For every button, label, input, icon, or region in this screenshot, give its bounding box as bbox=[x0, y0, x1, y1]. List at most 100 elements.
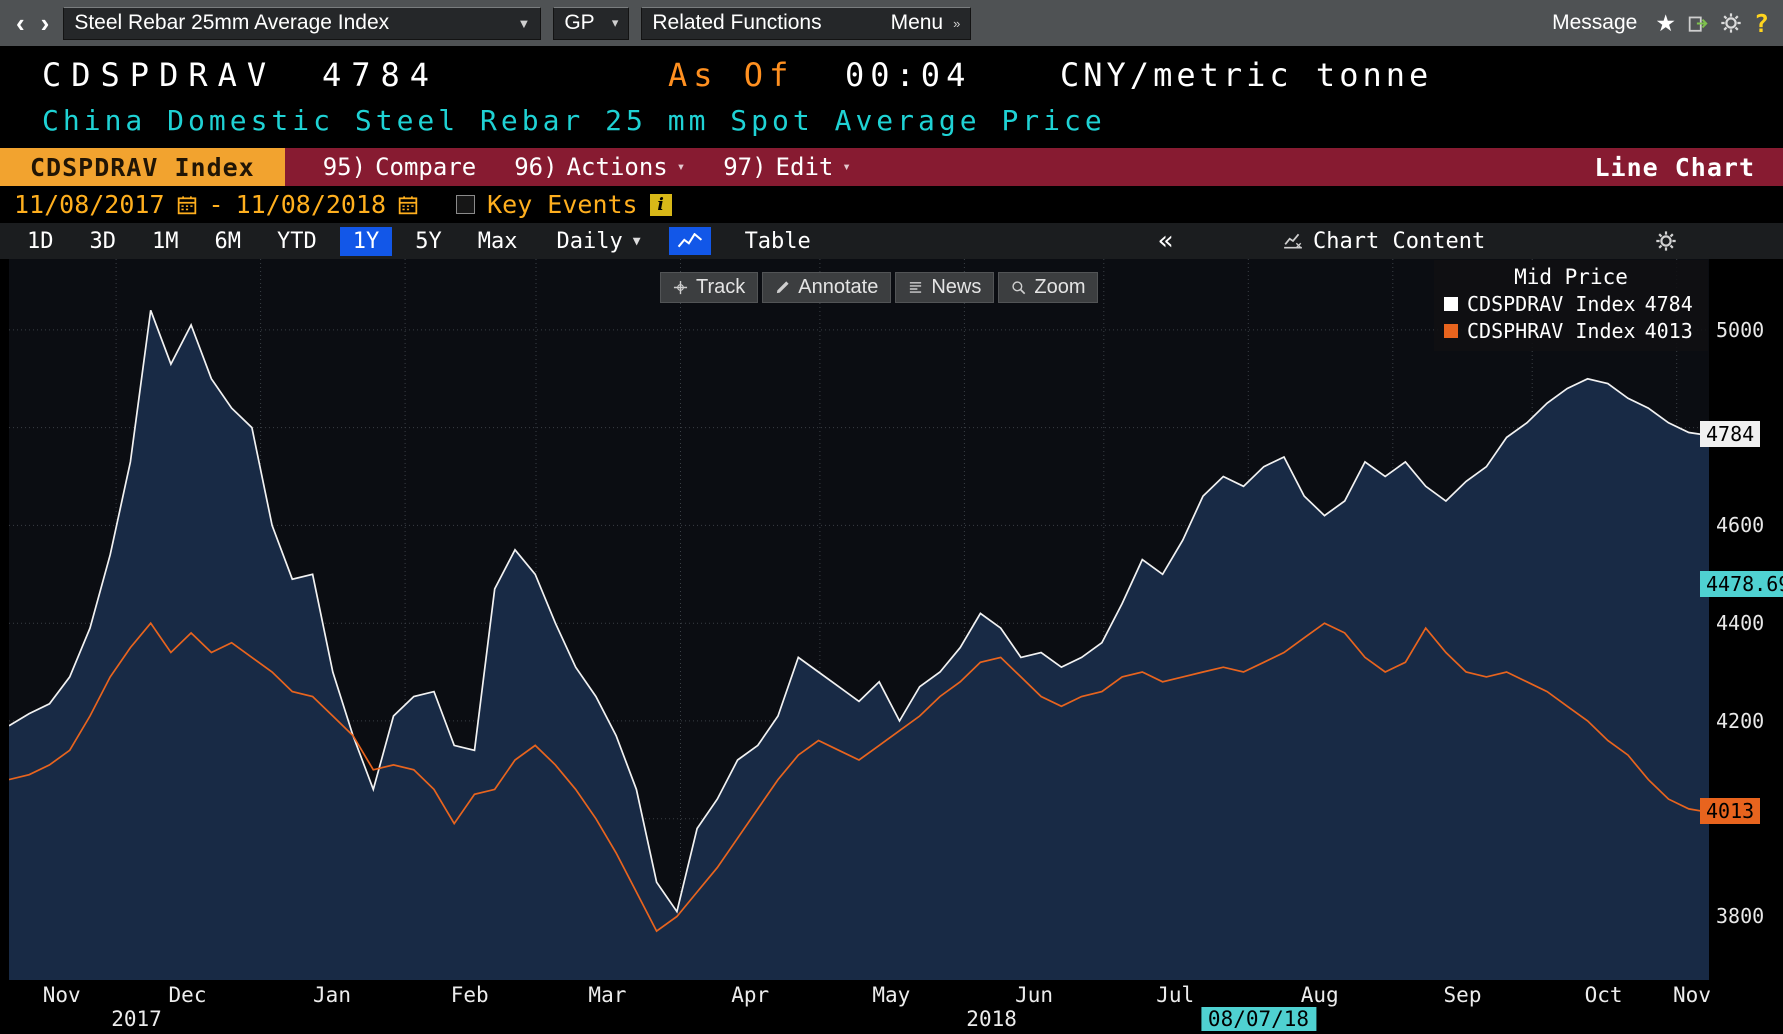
help-icon[interactable]: ? bbox=[1753, 8, 1769, 38]
chart-area: 5000 4600 4400 4200 3800 4784 4478.69 4013 Nov D… bbox=[0, 259, 1783, 1034]
news-icon bbox=[908, 280, 923, 295]
function-actions[interactable]: 96) Actions ▾ bbox=[514, 153, 685, 181]
magnifier-icon bbox=[1011, 280, 1026, 295]
zoom-label: Zoom bbox=[1034, 276, 1086, 298]
y-axis-price-badge: 4478.69 bbox=[1700, 570, 1783, 597]
y-axis-price-badge: 4013 bbox=[1700, 798, 1761, 825]
range-tabs: 1D 3D 1M 6M YTD 1Y 5Y Max bbox=[14, 226, 531, 256]
range-3d[interactable]: 3D bbox=[89, 228, 117, 254]
chart-settings-gear-icon[interactable] bbox=[1655, 230, 1677, 252]
y-axis-label: 5000 bbox=[1716, 317, 1765, 342]
range-ytd[interactable]: YTD bbox=[277, 228, 317, 254]
pencil-icon bbox=[775, 280, 790, 295]
security-dropdown[interactable]: Steel Rebar 25mm Average Index ▼ bbox=[63, 6, 542, 40]
y-axis-label: 4200 bbox=[1716, 708, 1765, 733]
security-dropdown-value: Steel Rebar 25mm Average Index bbox=[74, 11, 390, 34]
x-axis-month-label: Sep bbox=[1443, 983, 1482, 1007]
track-button[interactable]: Track bbox=[660, 272, 759, 303]
function-number: 96) bbox=[514, 153, 558, 181]
line-chart-icon bbox=[677, 233, 702, 248]
as-of-time: 00:04 bbox=[845, 56, 972, 94]
y-axis-price-badge: 4784 bbox=[1700, 421, 1761, 448]
x-axis-month-label: Nov bbox=[42, 983, 81, 1007]
x-axis-month-label: Nov bbox=[1673, 983, 1711, 1007]
collapse-panel-button[interactable]: « bbox=[1158, 226, 1174, 256]
gp-function-dropdown[interactable]: GP ▾ bbox=[553, 6, 630, 40]
frequency-value: Daily bbox=[556, 228, 623, 254]
chevron-down-icon: ▾ bbox=[842, 159, 851, 175]
table-view-button[interactable]: Table bbox=[744, 228, 811, 254]
series-value: 4013 bbox=[1644, 319, 1693, 343]
range-1d[interactable]: 1D bbox=[27, 228, 54, 254]
security-description: China Domestic Steel Rebar 25 mm Spot Av… bbox=[42, 104, 1106, 137]
price-chart[interactable] bbox=[9, 259, 1709, 980]
annotate-button[interactable]: Annotate bbox=[762, 272, 892, 303]
function-number: 95) bbox=[322, 153, 367, 181]
legend-title: Mid Price bbox=[1514, 265, 1628, 289]
message-button[interactable]: Message bbox=[1552, 11, 1638, 34]
calendar-icon[interactable] bbox=[398, 195, 418, 215]
window-toolbar: ‹ › Steel Rebar 25mm Average Index ▼ GP … bbox=[0, 0, 1783, 46]
chevron-down-icon: ▼ bbox=[632, 233, 641, 249]
series-name: CDSPDRAV Index bbox=[1467, 292, 1636, 316]
security-header: CDSPDRAV 4784 As Of 00:04 CNY/metric ton… bbox=[0, 46, 1783, 148]
series-swatch bbox=[1444, 297, 1458, 311]
y-axis-label: 4600 bbox=[1716, 513, 1765, 538]
x-axis-month-label: May bbox=[872, 983, 911, 1007]
chart-tools-toolbar: Track Annotate News Zoom bbox=[660, 272, 1099, 303]
forward-arrow-icon[interactable]: › bbox=[40, 8, 50, 38]
start-date-input[interactable]: 11/08/2017 bbox=[14, 190, 165, 219]
ticker-symbol: CDSPDRAV bbox=[42, 56, 277, 94]
function-compare[interactable]: 95) Compare bbox=[323, 153, 477, 181]
range-1y[interactable]: 1Y bbox=[339, 226, 393, 256]
related-functions-dropdown[interactable]: Related Functions Menu » bbox=[641, 6, 972, 40]
chart-content-button[interactable]: Chart Content bbox=[1283, 229, 1485, 254]
x-axis-date-badge: 08/07/18 bbox=[1200, 1007, 1317, 1031]
function-label: Compare bbox=[375, 153, 477, 181]
chart-type-label: Line Chart bbox=[1594, 152, 1755, 182]
frequency-dropdown[interactable]: Daily ▼ bbox=[557, 229, 641, 254]
x-axis-month-label: Apr bbox=[731, 983, 770, 1007]
info-icon[interactable]: i bbox=[649, 193, 672, 216]
chevron-down-icon: ▼ bbox=[517, 15, 531, 31]
legend-item[interactable]: CDSPHRAV Index 4013 bbox=[1444, 319, 1698, 343]
crosshair-icon bbox=[673, 280, 688, 295]
date-range-separator: - bbox=[208, 190, 224, 219]
news-button[interactable]: News bbox=[895, 272, 995, 303]
security-tab[interactable]: CDSPDRAV Index bbox=[0, 148, 285, 186]
x-axis-month-label: Dec bbox=[168, 983, 207, 1007]
related-functions-label: Related Functions bbox=[652, 11, 822, 34]
range-max[interactable]: Max bbox=[477, 228, 518, 254]
calendar-icon[interactable] bbox=[177, 195, 197, 215]
settings-gear-icon[interactable] bbox=[1720, 12, 1742, 34]
x-axis: Nov Dec Jan Feb Mar Apr May Jun Jul Aug Sep Oct Nov bbox=[9, 983, 1711, 1007]
x-axis-month-label: Mar bbox=[588, 983, 627, 1007]
function-edit[interactable]: 97) Edit ▾ bbox=[723, 153, 851, 181]
series-swatch bbox=[1444, 324, 1458, 338]
line-chart-type-button[interactable] bbox=[668, 227, 711, 255]
y-axis: 5000 4600 4400 4200 3800 4784 4478.69 4013 bbox=[1700, 259, 1783, 980]
as-of-label: As Of bbox=[668, 56, 795, 94]
function-bar: CDSPDRAV Index 95) Compare 96) Actions ▾ 97) E… bbox=[0, 148, 1783, 186]
annotate-label: Annotate bbox=[798, 276, 879, 298]
function-label: Actions bbox=[566, 153, 668, 181]
legend-item[interactable]: CDSPDRAV Index 4784 bbox=[1444, 292, 1698, 316]
favorites-star-icon[interactable]: ★ bbox=[1655, 9, 1676, 36]
x-axis-years: 2017 2018 08/07/18 bbox=[9, 1007, 1709, 1033]
chart-content-icon bbox=[1283, 233, 1303, 249]
range-6m[interactable]: 6M bbox=[214, 228, 242, 254]
range-5y[interactable]: 5Y bbox=[415, 228, 442, 254]
zoom-button[interactable]: Zoom bbox=[998, 272, 1099, 303]
last-price: 4784 bbox=[322, 56, 440, 94]
key-events-checkbox[interactable] bbox=[456, 195, 476, 214]
key-events-label: Key Events bbox=[487, 190, 638, 219]
range-1m[interactable]: 1M bbox=[152, 228, 179, 254]
y-axis-label: 3800 bbox=[1716, 904, 1765, 929]
x-axis-month-label: Jul bbox=[1156, 983, 1195, 1007]
series-name: CDSPHRAV Index bbox=[1467, 319, 1636, 343]
export-icon[interactable] bbox=[1688, 13, 1708, 33]
x-axis-month-label: Feb bbox=[450, 983, 489, 1007]
back-arrow-icon[interactable]: ‹ bbox=[16, 8, 25, 38]
end-date-input[interactable]: 11/08/2018 bbox=[235, 190, 387, 219]
